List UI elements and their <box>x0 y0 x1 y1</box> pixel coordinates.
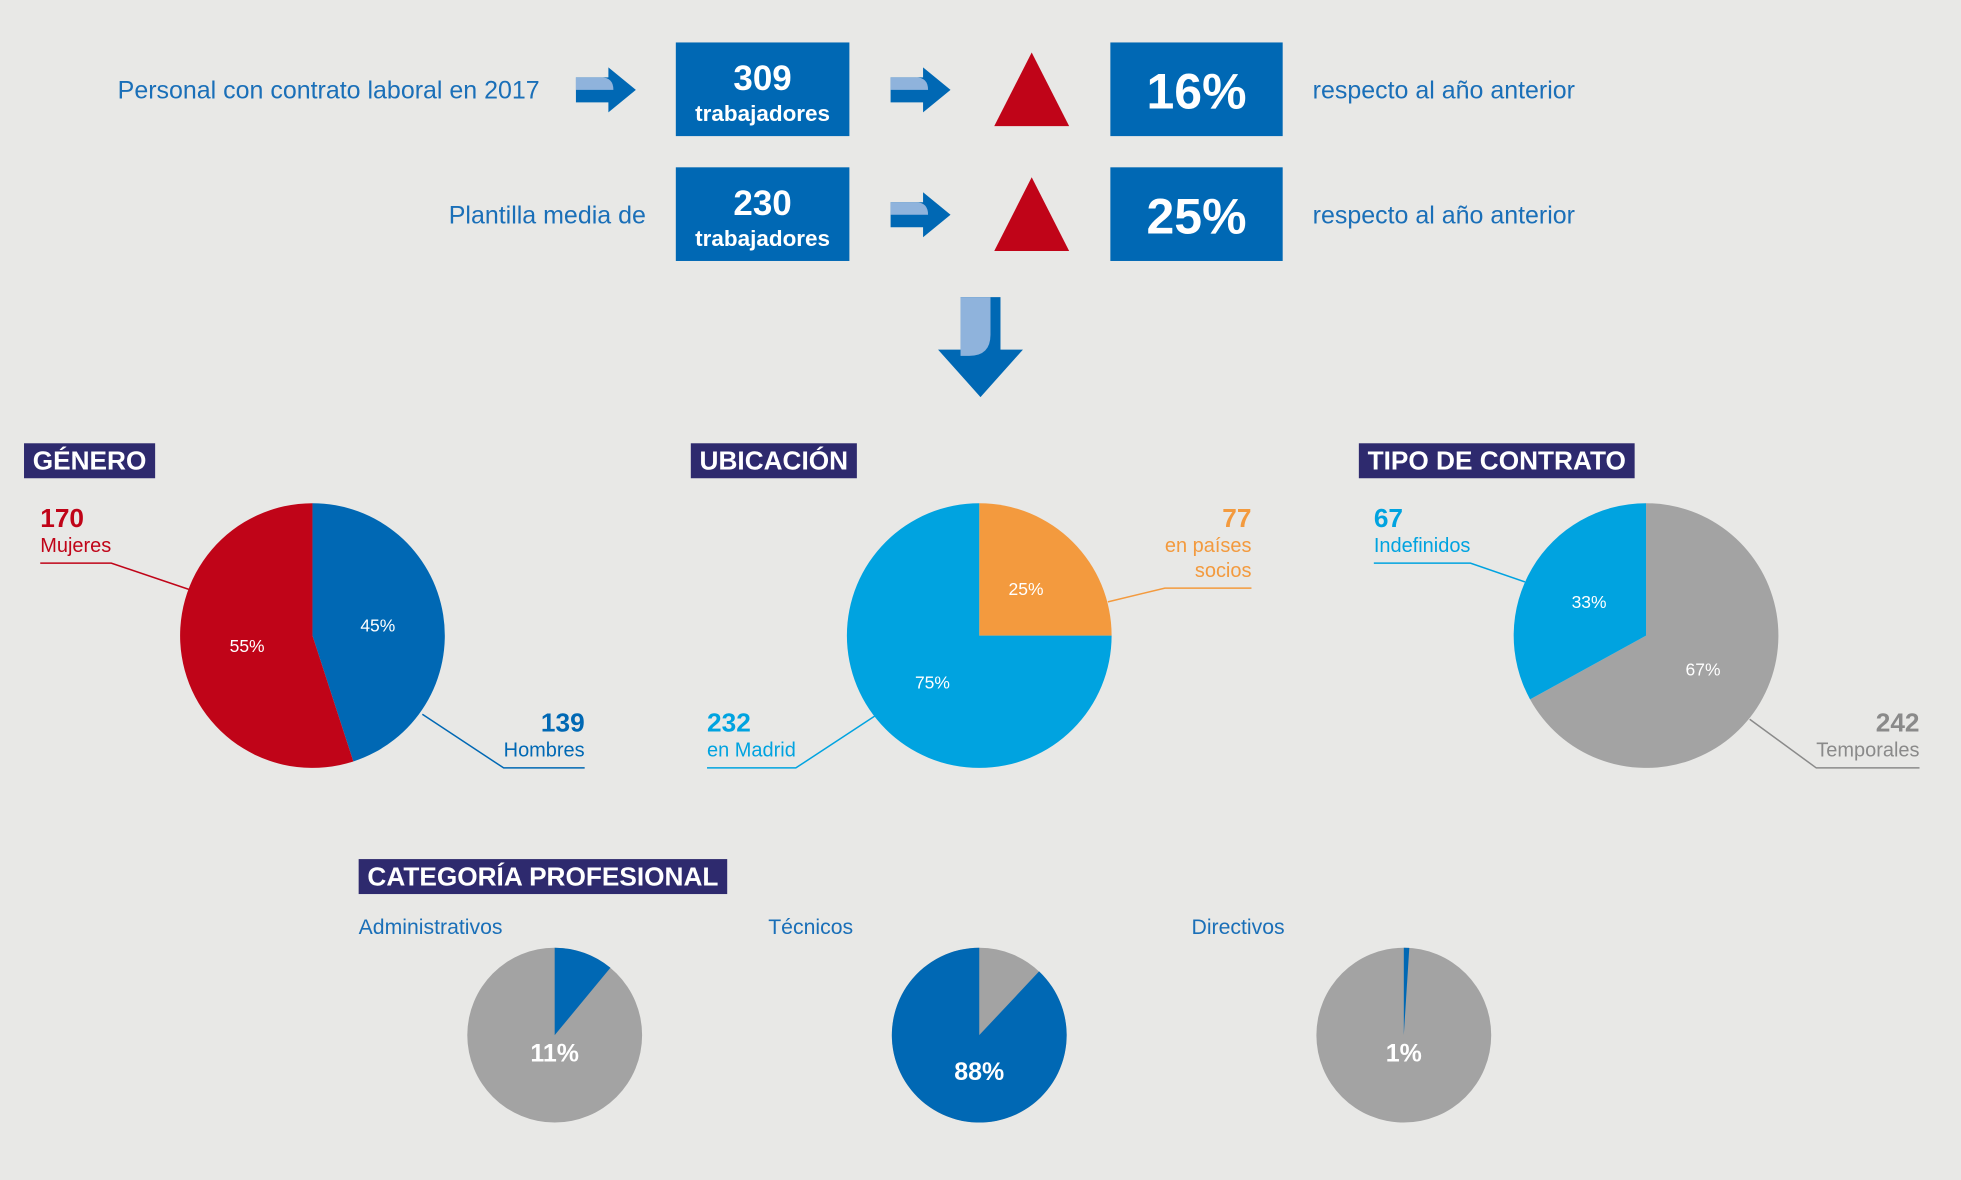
slice-percent: 55% <box>230 636 265 656</box>
count-box <box>675 42 850 137</box>
up-triangle <box>994 177 1070 251</box>
slice-count: 139 <box>541 708 585 738</box>
category-label: Administrativos <box>359 916 503 939</box>
pie-slice <box>1530 503 1779 768</box>
slice-count: 77 <box>1222 503 1251 533</box>
count-box <box>675 167 850 261</box>
section-title-box <box>690 443 857 479</box>
slice-name: Mujeres <box>40 535 111 557</box>
section-title: GÉNERO <box>24 443 156 479</box>
category-label: Técnicos <box>768 916 853 939</box>
slice-count: 170 <box>40 503 84 533</box>
pie-slice <box>1513 503 1647 700</box>
slice-percent: 25% <box>1009 579 1044 599</box>
pie-slice <box>554 947 611 1036</box>
section-title-box <box>1358 443 1635 479</box>
up-triangle <box>994 52 1070 127</box>
change: 16% <box>1147 64 1247 120</box>
change-box <box>1110 42 1283 137</box>
slice-name: Temporales <box>1816 740 1919 762</box>
leader-line <box>1749 718 1920 769</box>
row-label: Personal con contrato laboral en 2017 <box>118 77 540 105</box>
pie-slice <box>180 503 354 768</box>
row-note: respecto al año anterior <box>1313 202 1575 230</box>
slice-percent: 1% <box>1386 1039 1422 1067</box>
slice-percent: 45% <box>360 615 395 635</box>
slice-percent: 67% <box>1686 660 1721 680</box>
pie-slice <box>891 947 1067 1123</box>
pie-slice <box>979 503 1112 636</box>
slice-name: en Madrid <box>707 740 796 762</box>
leader-line <box>1107 587 1252 603</box>
count-unit: trabajadores <box>695 101 830 126</box>
slice-count: 232 <box>707 708 751 738</box>
slice-percent: 33% <box>1572 592 1607 612</box>
section-title: UBICACIÓN <box>690 443 857 479</box>
section-title-text: GÉNERO <box>33 446 147 476</box>
section-title-box <box>358 859 728 895</box>
slice-name: en países socios <box>1165 535 1252 582</box>
slice-percent: 11% <box>530 1039 579 1067</box>
leader-line <box>40 562 190 591</box>
section-title-text: CATEGORÍA PROFESIONAL <box>367 861 718 891</box>
section-title-box <box>24 443 156 479</box>
count-unit: trabajadores <box>695 226 830 251</box>
count: 230 <box>733 184 791 223</box>
leader-line <box>1373 562 1526 583</box>
slice-count: 242 <box>1876 708 1920 738</box>
slice-count: 67 <box>1374 503 1403 533</box>
count: 309 <box>733 59 791 98</box>
slice-name: Hombres <box>504 740 585 762</box>
pie-slice <box>1403 947 1410 1036</box>
down-arrow <box>938 297 1023 398</box>
slice-percent: 88% <box>954 1058 1004 1086</box>
section-title-text: TIPO DE CONTRATO <box>1368 446 1626 476</box>
category-label: Directivos <box>1192 916 1285 939</box>
leader-line <box>707 714 877 769</box>
pie-slice <box>312 503 445 762</box>
slice-percent: 75% <box>915 673 950 693</box>
section-title-text: UBICACIÓN <box>700 446 849 476</box>
section-title: CATEGORÍA PROFESIONAL <box>358 859 728 895</box>
section-title: TIPO DE CONTRATO <box>1358 443 1635 479</box>
slice-name: Indefinidos <box>1374 535 1471 557</box>
row-note: respecto al año anterior <box>1313 77 1575 105</box>
change-box <box>1110 167 1283 261</box>
leader-line <box>421 713 585 769</box>
pie-slice <box>846 503 1112 768</box>
change: 25% <box>1147 189 1247 245</box>
row-label: Plantilla media de <box>449 202 646 230</box>
